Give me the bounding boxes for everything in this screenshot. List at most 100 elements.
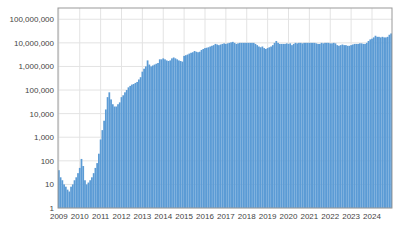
bar	[131, 85, 133, 208]
bar	[342, 45, 344, 208]
bar	[263, 48, 265, 208]
bar	[373, 37, 375, 208]
bar	[171, 58, 173, 208]
bar	[291, 45, 293, 208]
bar	[312, 43, 314, 208]
bar	[324, 43, 326, 208]
bar	[368, 41, 370, 208]
bar	[222, 44, 224, 208]
bar	[315, 43, 317, 208]
bar	[336, 45, 338, 208]
bar	[93, 173, 95, 208]
bar	[103, 121, 105, 208]
bar	[288, 44, 290, 208]
bar	[154, 65, 156, 208]
bar	[140, 77, 142, 208]
y-tick-label: 1,000,000	[18, 62, 54, 71]
bar	[362, 44, 364, 208]
y-tick-label: 10,000	[30, 110, 55, 119]
y-tick-label: 100,000	[25, 86, 54, 95]
bar	[162, 58, 164, 208]
y-tick-label: 10,000,000	[14, 39, 55, 48]
bar	[216, 45, 218, 208]
bar	[185, 55, 187, 208]
bar	[105, 109, 107, 208]
x-grid-line	[142, 8, 143, 208]
bar	[61, 180, 63, 208]
bar	[314, 43, 316, 208]
bar	[197, 52, 199, 208]
bar	[375, 36, 377, 208]
bar	[188, 54, 190, 208]
bar	[84, 180, 86, 208]
bar	[267, 48, 269, 208]
x-tick-label: 2022	[321, 212, 339, 221]
axes: 1101001,00010,000100,0001,000,00010,000,…	[10, 15, 382, 221]
bar	[199, 52, 201, 208]
bar	[135, 83, 137, 208]
bar	[129, 86, 131, 208]
bar	[81, 159, 83, 208]
bar	[60, 177, 62, 208]
bar	[369, 39, 371, 208]
grid	[58, 8, 392, 208]
bar	[155, 64, 157, 208]
bar	[326, 43, 328, 208]
bar	[164, 59, 166, 208]
bar	[223, 43, 225, 208]
bar	[331, 43, 333, 208]
bar	[211, 46, 213, 208]
bar	[101, 130, 103, 208]
bar	[256, 45, 258, 208]
x-tick-label: 2016	[196, 212, 214, 221]
bar	[110, 99, 112, 208]
bar	[115, 107, 117, 208]
bar	[322, 43, 324, 208]
bar	[201, 50, 203, 208]
bar	[173, 57, 175, 208]
bar	[79, 168, 81, 208]
bar	[387, 37, 389, 208]
bar	[234, 43, 236, 208]
bar	[357, 44, 359, 208]
bar	[70, 187, 72, 208]
bar	[302, 43, 304, 208]
x-grid-line	[204, 8, 205, 208]
x-grid-line	[58, 8, 59, 208]
bar	[192, 52, 194, 208]
bar	[300, 43, 302, 208]
bar	[281, 44, 283, 208]
bar	[128, 87, 130, 208]
x-grid-line	[351, 8, 352, 208]
bar	[272, 45, 274, 208]
y-tick-label: 100,000,000	[10, 15, 55, 24]
bar	[142, 72, 144, 208]
bar	[136, 82, 138, 208]
bar	[328, 43, 330, 208]
bar	[364, 44, 366, 208]
bar	[182, 62, 184, 208]
bar	[74, 180, 76, 208]
bar	[366, 43, 368, 208]
bar	[89, 180, 91, 208]
bar	[244, 43, 246, 208]
bar	[145, 66, 147, 208]
bar	[284, 44, 286, 208]
bar	[112, 104, 114, 208]
x-grid-line	[163, 8, 164, 208]
bar	[350, 45, 352, 208]
bar	[72, 184, 74, 208]
bar	[293, 44, 295, 208]
y-grid-line	[58, 19, 392, 20]
x-grid-line	[371, 8, 372, 208]
bar	[183, 56, 185, 208]
bar	[121, 97, 123, 208]
bar	[329, 43, 331, 208]
bar	[86, 184, 88, 208]
bar	[98, 154, 100, 208]
bar	[215, 44, 217, 208]
bar	[159, 59, 161, 208]
bar	[152, 65, 154, 208]
bar	[352, 45, 354, 208]
bar	[180, 61, 182, 208]
